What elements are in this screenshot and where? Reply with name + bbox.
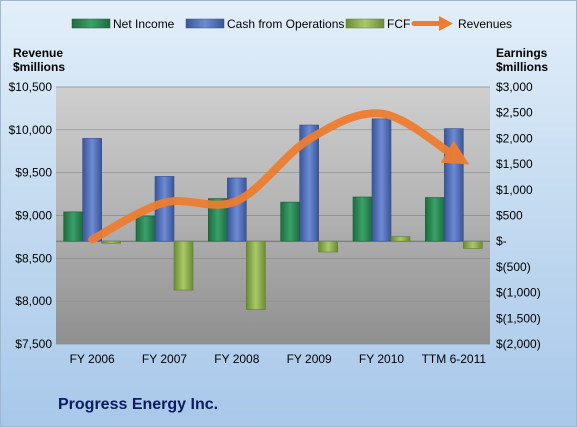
left-tick-label: $10,500 — [9, 80, 53, 94]
legend-swatch-cash-from-operations — [185, 18, 225, 29]
bar-net-income — [352, 196, 373, 242]
left-axis-ticks: $7,500 $8,000 $8,500 $9,000 $9,500 $10,000 $10… — [9, 80, 53, 351]
right-tick-label: $(1,500) — [496, 311, 541, 325]
left-tick-label: $10,000 — [9, 123, 53, 137]
right-tick-label: $1,500 — [496, 157, 533, 171]
legend-item-fcf: FCF — [345, 17, 410, 31]
left-tick-label: $8,500 — [15, 251, 52, 265]
legend-label-revenues: Revenues — [458, 17, 512, 31]
company-name: Progress Energy Inc. — [58, 396, 219, 413]
bar-net-income — [425, 197, 445, 242]
right-axis-ticks: $(2,000) $(1,500) $(1,000) $(500) $- $500 $1,0… — [496, 80, 541, 351]
left-axis-title-line1: Revenue — [13, 46, 63, 60]
legend-item-net-income: Net Income — [71, 17, 175, 31]
bar-cash-from-operations — [444, 128, 464, 242]
legend-swatch-fcf — [345, 18, 385, 29]
bar-fcf — [246, 240, 266, 310]
right-tick-label: $(1,000) — [496, 286, 541, 300]
legend-swatch-net-income — [71, 18, 111, 29]
left-tick-label: $7,500 — [15, 337, 52, 351]
legend-item-cash-from-operations: Cash from Operations — [185, 17, 344, 31]
bar-cash-from-operations — [299, 124, 319, 242]
right-tick-label: $1,000 — [496, 183, 533, 197]
right-axis-title-line1: Earnings — [496, 46, 548, 60]
legend-label-fcf: FCF — [387, 17, 410, 31]
right-tick-label: $3,000 — [496, 80, 533, 94]
legend: Net Income Cash from Operations FCF Reve… — [71, 16, 512, 31]
legend-label-net-income: Net Income — [113, 17, 175, 31]
category-label: FY 2010 — [359, 352, 404, 366]
left-tick-label: $9,500 — [15, 166, 52, 180]
bar-cash-from-operations — [82, 138, 102, 242]
series-line-revenues — [88, 109, 470, 244]
category-label: FY 2009 — [287, 352, 332, 366]
legend-label-cash-from-operations: Cash from Operations — [227, 17, 344, 31]
category-label: TTM 6-2011 — [422, 352, 487, 366]
bar-fcf — [173, 240, 194, 291]
bar-fcf — [463, 240, 483, 249]
category-label: FY 2006 — [70, 352, 115, 366]
right-axis-title-line2: $millions — [496, 60, 548, 74]
bar-net-income — [280, 201, 300, 242]
bar-cash-from-operations — [371, 118, 392, 242]
category-labels: FY 2006 FY 2007 FY 2008 FY 2009 FY 2010 TTM 6… — [70, 352, 487, 366]
category-label: FY 2008 — [214, 352, 259, 366]
left-tick-label: $9,000 — [15, 209, 52, 223]
bar-cash-from-operations — [227, 177, 247, 242]
bar-fcf — [101, 240, 121, 244]
right-tick-label: $500 — [496, 209, 523, 223]
bar-fcf — [318, 240, 338, 253]
bar-net-income — [63, 211, 83, 242]
right-tick-label: $(2,000) — [496, 337, 541, 351]
bar-fcf — [390, 236, 411, 242]
category-label: FY 2007 — [142, 352, 187, 366]
bar-net-income — [135, 215, 156, 242]
right-tick-label: $(500) — [496, 260, 531, 274]
left-tick-label: $8,000 — [15, 294, 52, 308]
right-tick-label: $- — [496, 234, 507, 248]
legend-item-revenues: Revenues — [411, 16, 512, 31]
left-axis-title-line2: $millions — [13, 60, 65, 74]
right-tick-label: $2,500 — [496, 106, 533, 120]
legend-arrow-revenues — [439, 16, 453, 31]
right-tick-label: $2,000 — [496, 131, 533, 145]
